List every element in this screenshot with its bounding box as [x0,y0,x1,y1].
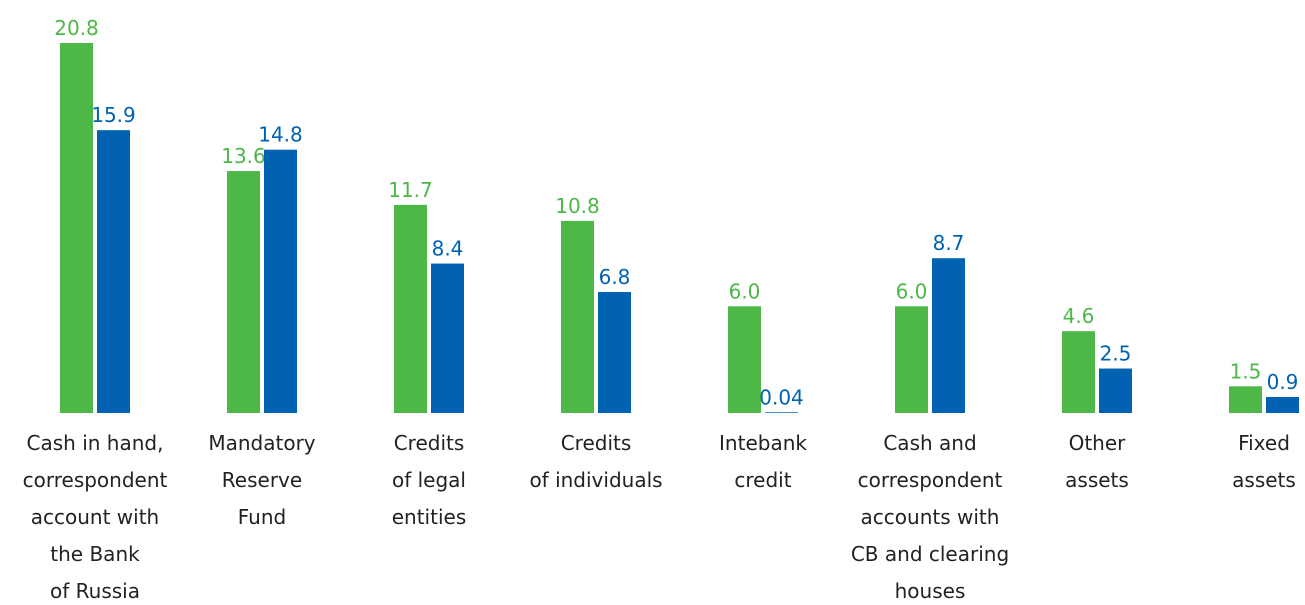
bar [60,43,93,413]
x-tick-label: Intebank credit [719,431,807,492]
bar [1266,396,1299,413]
value-label: 11.7 [388,178,433,202]
bar [227,171,260,413]
x-tick-label: Fixed assets [1232,431,1296,492]
value-label: 4.6 [1063,304,1095,328]
value-label: 8.7 [933,231,965,255]
x-tick-label: Other assets [1065,431,1129,492]
value-label: 10.8 [555,194,600,218]
x-tick-label: Cash in hand, correspondent account with… [22,431,168,603]
x-tick-label: Cash and correspondent accounts with CB … [850,431,1010,603]
bar [394,204,427,413]
value-label: 1.5 [1230,359,1262,383]
value-label: 15.9 [91,103,136,127]
value-label: 2.5 [1100,342,1132,366]
bar [1229,386,1262,413]
value-label: 0.04 [759,385,804,409]
bar [765,412,798,413]
bar [895,306,928,413]
bar [728,306,761,413]
bar [598,292,631,413]
value-label: 13.6 [221,144,266,168]
bar [932,258,965,413]
x-tick-label: Credits of individuals [529,431,663,492]
value-label: 6.0 [729,279,761,303]
value-label: 6.0 [896,279,928,303]
bar [264,149,297,413]
bar [97,130,130,414]
x-tick-label: Credits of legal entities [391,431,467,529]
value-label: 6.8 [599,265,631,289]
bar [561,220,594,413]
value-label: 8.4 [432,237,464,261]
bar [1099,368,1132,413]
x-tick-label: Mandatory Reserve Fund [208,431,316,529]
value-label: 0.9 [1267,370,1299,394]
value-label: 20.8 [54,16,99,40]
bar [431,263,464,413]
value-label: 14.8 [258,123,303,147]
bar [1062,331,1095,413]
